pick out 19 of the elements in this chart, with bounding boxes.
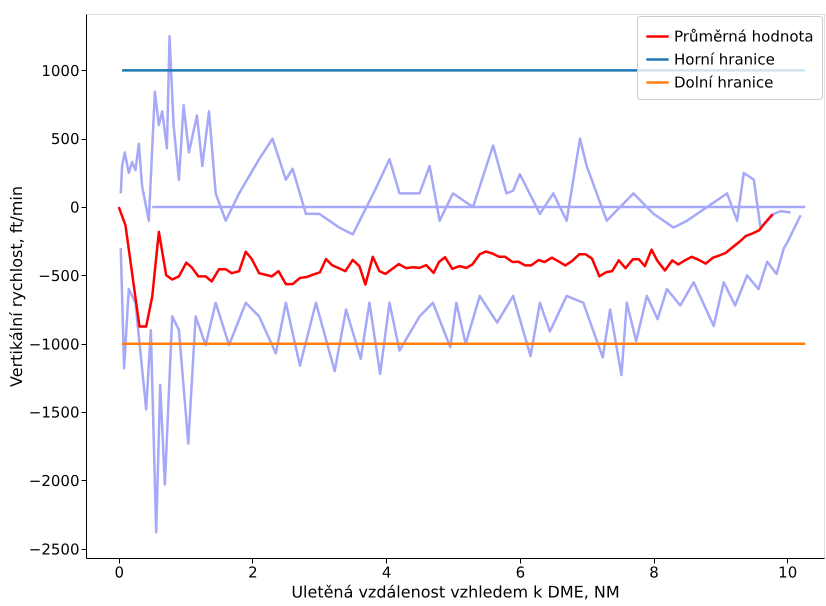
legend-label: Dolní hranice (674, 74, 774, 92)
y-tick-label: −1000 (28, 335, 80, 354)
x-tick-label: 0 (114, 564, 124, 582)
x-tick-label: 8 (649, 564, 659, 582)
y-tick-label: −2500 (28, 540, 80, 558)
x-tick-label: 10 (778, 564, 798, 582)
y-axis-title: Vertikální rychlost, ft/min (6, 186, 26, 387)
x-axis-title: Uletěná vzdálenost vzhledem k DME, NM (291, 582, 620, 602)
x-tick-label: 6 (516, 564, 526, 582)
y-tick-label: 0 (70, 198, 80, 217)
y-tick-label: −500 (38, 266, 80, 285)
y-tick-label: −2000 (28, 472, 80, 490)
y-tick-label: 1000 (41, 62, 80, 80)
y-tick-label: 500 (50, 130, 80, 148)
y-tick-label: −1500 (28, 404, 80, 422)
legend-label: Průměrná hodnota (674, 28, 814, 46)
x-tick-label: 4 (382, 564, 392, 582)
legend-label: Horní hranice (674, 50, 775, 68)
x-tick-label: 2 (248, 564, 258, 582)
